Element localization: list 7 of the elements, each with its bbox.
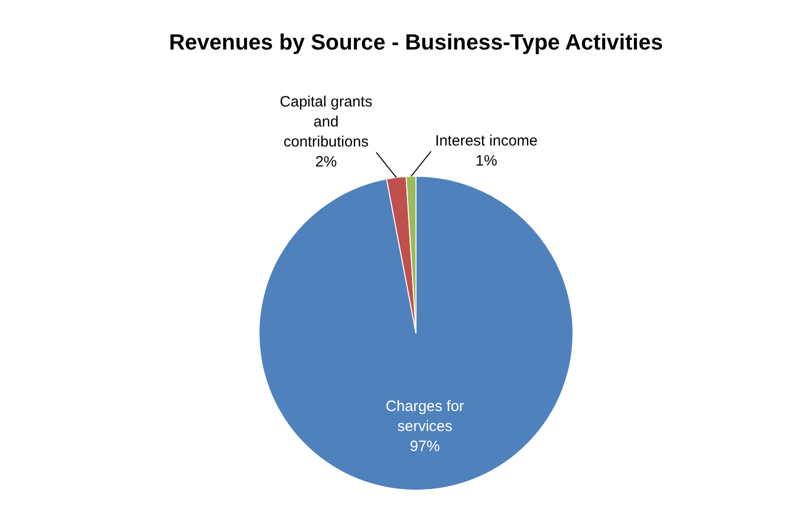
slice-label: Capital grants and contributions	[280, 94, 372, 151]
data-label: 97%	[410, 438, 440, 456]
slice-label: Interest income	[435, 132, 538, 150]
slice-label: Charges for services	[386, 398, 464, 436]
chart-title: Revenues by Source - Business-Type Activities	[169, 29, 663, 54]
data-label: 2%	[315, 154, 337, 171]
data-label: 1%	[476, 152, 498, 170]
